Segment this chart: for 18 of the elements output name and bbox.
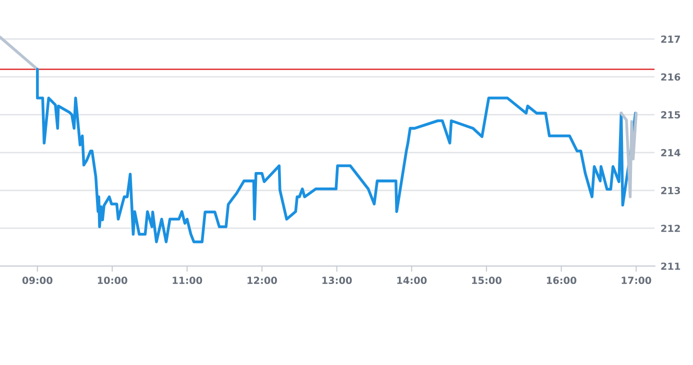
x-tick-label: 15:00 [472, 276, 502, 284]
line-series [36, 68, 637, 244]
x-tick-label: 10:00 [98, 276, 128, 284]
y-tick-label: 213 [661, 186, 680, 194]
y-tick-label: 214 [661, 149, 680, 156]
line-series [620, 112, 638, 198]
x-tick-label: 14:00 [397, 276, 427, 284]
x-tick-label: 12:00 [248, 276, 277, 284]
x-tick-label: 11:00 [172, 276, 202, 284]
y-tick-label: 212 [661, 224, 680, 232]
x-tick-label: 16:00 [546, 276, 576, 284]
y-tick-label: 217 [661, 35, 680, 43]
x-tick-label: 13:00 [322, 276, 352, 284]
x-tick-label: 09:00 [22, 276, 52, 284]
y-tick-label: 216 [661, 73, 680, 81]
y-tick-label: 211 [661, 262, 680, 270]
y-tick-label: 215 [661, 111, 680, 119]
x-tick-label: 17:00 [622, 276, 652, 284]
